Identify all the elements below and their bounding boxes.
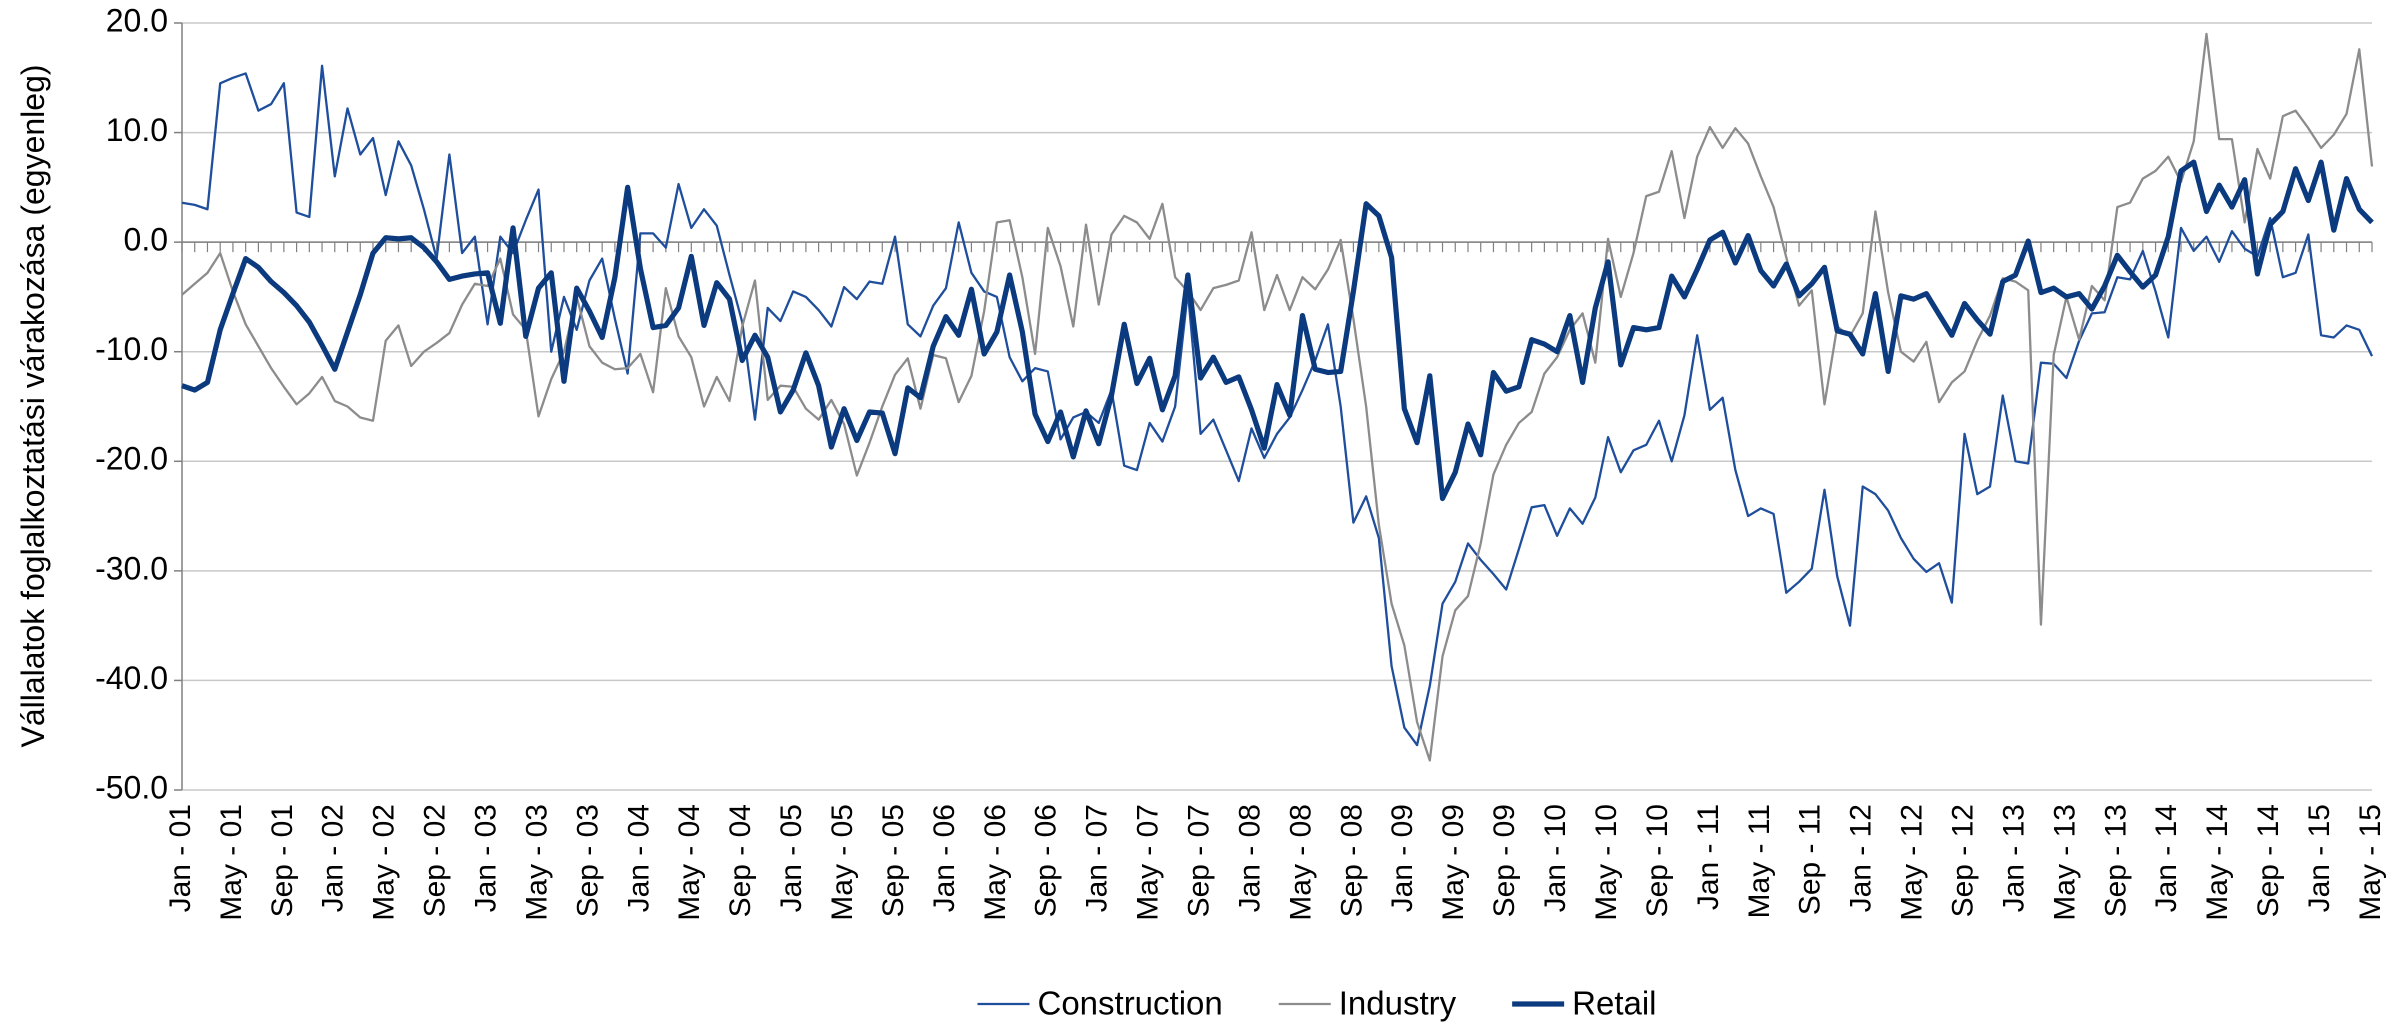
x-tick-label: Jan - 12 <box>1845 804 1878 912</box>
x-tick-label: Jan - 04 <box>622 804 655 912</box>
x-tick-label: May - 12 <box>1896 804 1929 921</box>
x-tick-label: Sep - 05 <box>877 804 910 917</box>
x-tick-label: May - 14 <box>2201 804 2234 921</box>
x-tick-label: Sep - 09 <box>1488 804 1521 917</box>
x-tick-label: Jan - 15 <box>2303 804 2336 912</box>
y-tick-label: 10.0 <box>106 112 168 148</box>
x-tick-label: Jan - 14 <box>2150 804 2183 912</box>
x-tick-label: May - 10 <box>1590 804 1623 921</box>
legend-label: Retail <box>1572 985 1656 1022</box>
y-tick-label: 20.0 <box>106 2 168 38</box>
x-tick-label: May - 13 <box>2048 804 2081 921</box>
x-tick-label: Jan - 05 <box>775 804 808 912</box>
x-tick-label: Sep - 04 <box>724 804 757 917</box>
series-line <box>181 159 2374 502</box>
x-tick-label: Sep - 10 <box>1641 804 1674 917</box>
x-tick-label: Sep - 13 <box>2099 804 2132 917</box>
x-tick-label: Jan - 11 <box>1692 804 1725 910</box>
x-tick-label: Jan - 10 <box>1539 804 1572 912</box>
x-tick-label: Jan - 07 <box>1081 804 1114 912</box>
legend-label: Industry <box>1339 985 1457 1022</box>
x-tick-label: Jan - 02 <box>317 804 350 912</box>
y-tick-label: 0.0 <box>124 222 168 258</box>
x-tick-label: Jan - 13 <box>1997 804 2030 912</box>
x-tick-label: May - 15 <box>2354 804 2387 921</box>
x-tick-label: Sep - 11 <box>1794 804 1827 915</box>
x-tick-label: Sep - 07 <box>1183 804 1216 917</box>
x-tick-label: Jan - 03 <box>470 804 503 912</box>
x-tick-label: Sep - 03 <box>571 804 604 917</box>
x-tick-label: May - 03 <box>520 804 553 921</box>
x-tick-label: May - 02 <box>368 804 401 921</box>
x-tick-label: May - 06 <box>979 804 1012 921</box>
x-tick-label: May - 07 <box>1132 804 1165 921</box>
x-tick-label: Jan - 01 <box>164 804 197 912</box>
x-tick-label: May - 01 <box>215 804 248 921</box>
y-tick-label: -40.0 <box>95 660 168 696</box>
x-tick-label: Sep - 06 <box>1030 804 1063 917</box>
series-line <box>181 64 2374 747</box>
y-tick-label: -20.0 <box>95 441 168 477</box>
y-tick-label: -30.0 <box>95 550 168 586</box>
legend: Construction Industry Retail <box>977 985 1657 1022</box>
x-tick-label: May - 08 <box>1284 804 1317 921</box>
x-tick-label: Jan - 06 <box>928 804 961 912</box>
x-tick-label: May - 11 <box>1743 804 1776 918</box>
x-tick-label: May - 05 <box>826 804 859 921</box>
legend-label: Construction <box>1037 985 1222 1022</box>
x-tick-label: May - 04 <box>673 804 706 921</box>
x-tick-label: Sep - 12 <box>1946 804 1979 917</box>
x-tick-label: Sep - 08 <box>1335 804 1368 917</box>
x-tick-label: Jan - 08 <box>1233 804 1266 912</box>
x-tick-label: Jan - 09 <box>1386 804 1419 912</box>
y-tick-label: -50.0 <box>95 769 168 805</box>
x-tick-label: May - 09 <box>1437 804 1470 921</box>
x-tick-label: Sep - 14 <box>2252 804 2285 917</box>
y-tick-label: -10.0 <box>95 331 168 367</box>
y-axis-label: Vállalatok foglalkoztatási várakozása (e… <box>15 64 51 747</box>
x-tick-label: Sep - 02 <box>419 804 452 917</box>
x-tick-label: Sep - 01 <box>266 804 299 917</box>
